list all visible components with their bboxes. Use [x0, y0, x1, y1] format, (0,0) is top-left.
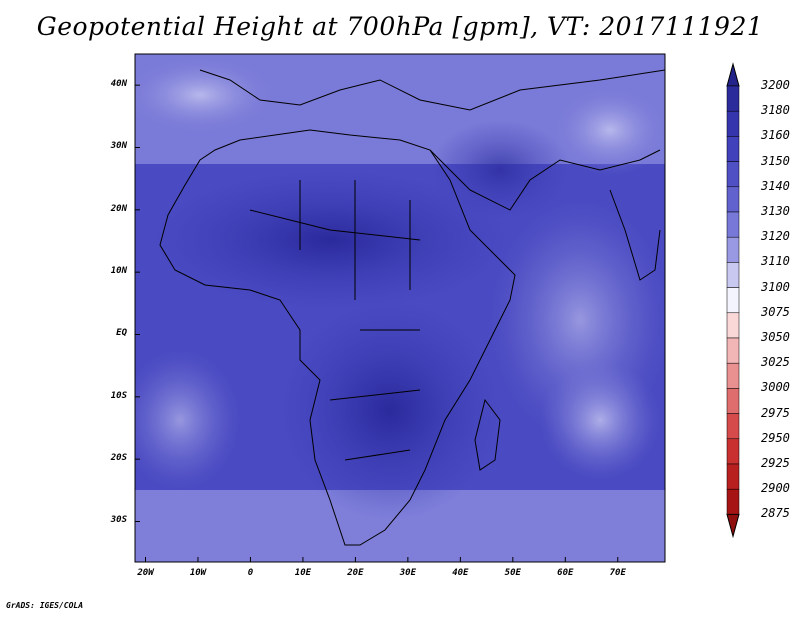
- lon-label: 30E: [399, 568, 416, 578]
- colorbar-segment: [726, 85, 740, 112]
- lon-label: 0: [247, 568, 254, 578]
- colorbar-label: 3140: [761, 178, 790, 193]
- lat-label: 20S: [110, 453, 127, 464]
- colorbar: [726, 62, 740, 539]
- colorbar-segment: [726, 463, 740, 490]
- grads-credit: GrADS: IGES/COLA: [6, 601, 84, 610]
- colorbar-label: 3150: [761, 153, 790, 168]
- axis-ticks: [135, 84, 619, 562]
- coastlines: [159, 69, 665, 546]
- colorbar-label: 3120: [761, 229, 790, 244]
- colorbar-segment: [726, 262, 740, 288]
- colorbar-label: 3180: [761, 103, 790, 118]
- lon-label: 50E: [504, 568, 521, 578]
- colorbar-label: 3075: [761, 304, 790, 319]
- colorbar-segment: [726, 413, 740, 440]
- lat-label: 10N: [110, 266, 127, 277]
- colorbar-label: 2900: [761, 481, 790, 496]
- lat-label: 10S: [110, 390, 127, 401]
- lat-label: 40N: [110, 79, 127, 90]
- colorbar-label: 3025: [761, 355, 790, 370]
- lon-label: 70E: [609, 568, 626, 578]
- lon-label: 20W: [137, 568, 154, 578]
- colorbar-segment: [726, 136, 740, 162]
- colorbar-segment: [726, 186, 740, 213]
- colorbar-label: 2925: [761, 456, 790, 470]
- lon-label: 10E: [294, 568, 312, 578]
- colorbar-label: 2950: [761, 430, 790, 445]
- colorbar-label: 3000: [761, 380, 790, 395]
- colorbar-label: 3130: [761, 204, 790, 218]
- colorbar-label: 3200: [761, 78, 790, 92]
- lat-label: 30N: [110, 141, 127, 152]
- colorbar-top-triangle: [726, 62, 740, 87]
- colorbar-segment: [726, 388, 740, 414]
- colorbar-label: 3160: [761, 128, 790, 143]
- lat-label: 30S: [110, 515, 127, 526]
- colorbar-segment: [726, 438, 740, 465]
- lon-label: 40E: [452, 568, 469, 578]
- lat-label: 20N: [110, 203, 127, 214]
- colorbar-segment: [726, 362, 740, 389]
- colorbar-segment: [726, 161, 740, 188]
- height-field: [135, 54, 665, 562]
- colorbar-segment: [726, 110, 740, 137]
- colorbar-segment: [726, 312, 740, 339]
- map-frame: [134, 53, 666, 563]
- chart-title: Geopotential Height at 700hPa [gpm], VT:…: [36, 12, 764, 41]
- colorbar-segment: [726, 211, 740, 238]
- colorbar-segment: [726, 488, 740, 515]
- lon-label: 10W: [189, 568, 207, 578]
- colorbar-label: 3050: [761, 330, 790, 344]
- colorbar-label: 3110: [761, 254, 790, 269]
- lon-label: 20E: [347, 568, 364, 578]
- lat-label: EQ: [116, 328, 127, 339]
- colorbar-label: 2875: [761, 506, 790, 521]
- colorbar-segment: [726, 236, 740, 263]
- colorbar-segment: [726, 337, 740, 364]
- colorbar-label: 3100: [761, 279, 790, 294]
- colorbar-segment: [726, 287, 740, 314]
- lon-label: 60E: [557, 568, 574, 578]
- colorbar-label: 2975: [761, 405, 790, 420]
- colorbar-bottom-triangle: [726, 513, 740, 539]
